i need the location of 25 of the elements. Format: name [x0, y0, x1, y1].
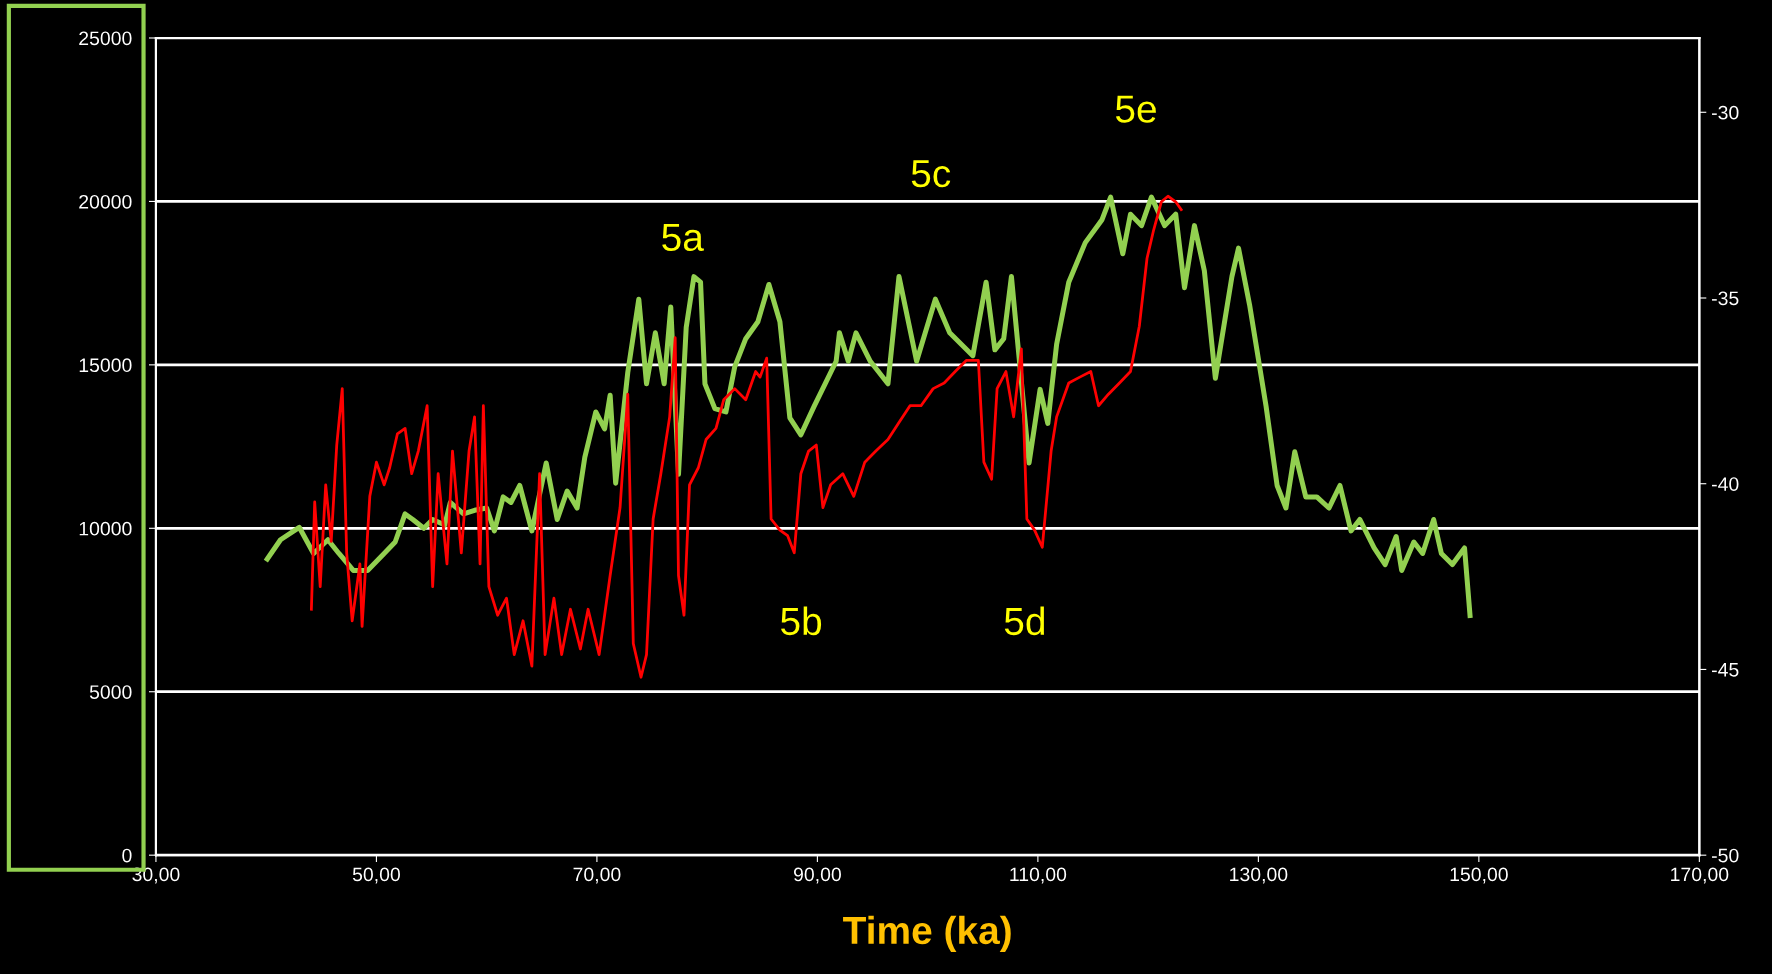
y-tick-label: 15000 — [79, 358, 132, 373]
x-axis-title: Time (ka) — [843, 915, 1011, 952]
x-tick-label: 110,00 — [1010, 867, 1067, 884]
annotation: 5d — [1004, 606, 1044, 636]
annotation: 5a — [662, 223, 704, 252]
annotation: 5e — [1115, 95, 1156, 123]
x-tick-label: 70,00 — [573, 867, 621, 884]
annotation: 5b — [781, 606, 822, 636]
y2-tick-label: -30 — [1712, 105, 1739, 120]
y-tick-label: 25000 — [79, 31, 132, 46]
x-tick-label: 130,00 — [1230, 867, 1288, 884]
y-tick-label: 0 — [122, 848, 132, 863]
y2-tick-label: -35 — [1712, 291, 1739, 306]
x-tick-label: 170,00 — [1671, 867, 1729, 884]
x-tick-label: 50,00 — [352, 867, 400, 884]
y-tick-label: 20000 — [79, 194, 132, 209]
annotation: 5c — [911, 160, 951, 188]
line-series — [309, 194, 1183, 679]
y2-tick-label: -40 — [1712, 477, 1739, 491]
x-tick-label: 150,00 — [1450, 867, 1508, 884]
y2-tick-label: -50 — [1712, 848, 1739, 863]
x-tick-label: 90,00 — [793, 867, 841, 884]
y2-tick-label: -45 — [1712, 663, 1739, 677]
y-tick-label: 10000 — [79, 521, 132, 536]
y-tick-label: 5000 — [89, 685, 132, 699]
